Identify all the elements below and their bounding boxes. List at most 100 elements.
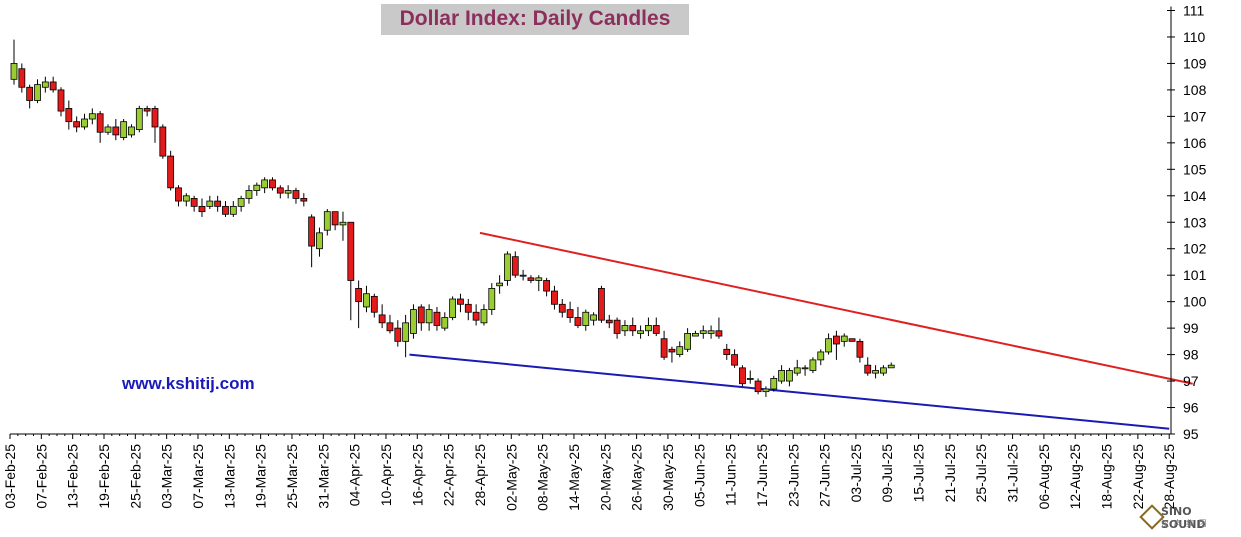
down-candle bbox=[715, 330, 723, 337]
down-candle bbox=[731, 354, 738, 366]
up-candle bbox=[10, 63, 18, 80]
y-tick-label: 111 bbox=[1183, 3, 1204, 19]
y-tick-label: 96 bbox=[1183, 400, 1199, 416]
down-candle bbox=[276, 187, 284, 194]
down-candle bbox=[73, 121, 81, 128]
down-candle bbox=[417, 306, 425, 324]
down-candle bbox=[331, 211, 339, 226]
up-candle bbox=[504, 253, 511, 281]
up-candle bbox=[637, 330, 644, 334]
chart-title: Dollar Index: Daily Candles bbox=[399, 7, 671, 30]
up-candle bbox=[206, 200, 214, 207]
y-tick-label: 104 bbox=[1183, 188, 1207, 204]
down-candle bbox=[159, 126, 167, 157]
x-tick-label: 28-Aug-25 bbox=[1161, 444, 1177, 510]
y-tick-label: 103 bbox=[1183, 214, 1207, 230]
down-candle bbox=[49, 81, 57, 91]
down-candle bbox=[723, 348, 731, 355]
down-candle bbox=[605, 319, 613, 324]
up-candle bbox=[480, 309, 488, 324]
y-tick-label: 105 bbox=[1183, 161, 1207, 177]
down-candle bbox=[739, 367, 746, 385]
down-candle bbox=[394, 327, 402, 342]
x-tick-label: 02-May-25 bbox=[503, 444, 519, 511]
up-candle bbox=[104, 126, 112, 133]
down-candle bbox=[269, 179, 276, 189]
down-candle bbox=[96, 113, 104, 133]
up-candle bbox=[519, 274, 527, 277]
x-tick-label: 23-Jun-25 bbox=[785, 444, 801, 507]
down-candle bbox=[292, 190, 300, 199]
y-tick-label: 109 bbox=[1183, 55, 1207, 71]
up-candle bbox=[817, 351, 825, 361]
up-candle bbox=[128, 126, 135, 136]
down-candle bbox=[629, 325, 637, 332]
x-tick-label: 19-Mar-25 bbox=[253, 444, 269, 509]
x-tick-label: 07-Mar-25 bbox=[190, 444, 206, 509]
up-candle bbox=[770, 378, 778, 390]
up-candle bbox=[182, 195, 190, 202]
down-candle bbox=[18, 68, 26, 88]
x-tick-label: 12-Aug-25 bbox=[1067, 444, 1083, 510]
down-candle bbox=[378, 314, 386, 324]
x-tick-label: 11-Jun-25 bbox=[723, 444, 739, 506]
down-candle bbox=[551, 290, 558, 305]
up-candle bbox=[684, 333, 691, 350]
up-candle bbox=[261, 179, 269, 189]
up-candle bbox=[692, 333, 699, 337]
x-tick-label: 20-May-25 bbox=[597, 444, 613, 511]
up-candle bbox=[840, 335, 848, 342]
x-tick-label: 26-May-25 bbox=[629, 444, 645, 511]
down-candle bbox=[308, 216, 316, 247]
up-candle bbox=[41, 81, 49, 88]
down-candle bbox=[598, 288, 605, 321]
up-candle bbox=[34, 84, 41, 101]
down-candle bbox=[143, 108, 151, 112]
up-candle bbox=[496, 282, 504, 287]
up-candle bbox=[363, 293, 370, 308]
x-tick-label: 27-Jun-25 bbox=[817, 444, 833, 507]
up-candle bbox=[786, 370, 793, 382]
x-tick-label: 03-Mar-25 bbox=[159, 444, 175, 509]
x-tick-label: 22-Aug-25 bbox=[1130, 444, 1146, 510]
down-candle bbox=[574, 317, 582, 326]
up-candle bbox=[284, 190, 292, 194]
y-tick-label: 97 bbox=[1183, 373, 1199, 389]
x-tick-label: 17-Jun-25 bbox=[754, 444, 770, 507]
x-tick-label: 19-Feb-25 bbox=[96, 444, 112, 509]
down-candle bbox=[198, 205, 206, 213]
x-tick-label: 13-Mar-25 bbox=[221, 444, 237, 509]
support-trendline bbox=[409, 353, 1170, 430]
x-tick-label: 03-Jul-25 bbox=[848, 444, 864, 503]
up-candle bbox=[135, 108, 143, 131]
sino-sound-logo: SINO SOUND 汉 声 集 团 bbox=[1139, 502, 1239, 532]
up-candle bbox=[88, 113, 96, 120]
down-candle bbox=[660, 338, 668, 358]
x-tick-label: 28-Apr-25 bbox=[472, 444, 488, 506]
down-candle bbox=[112, 126, 120, 136]
up-candle bbox=[120, 121, 128, 138]
up-candle bbox=[229, 205, 237, 215]
chart-title-box: Dollar Index: Daily Candles bbox=[381, 4, 689, 35]
down-candle bbox=[543, 280, 551, 292]
down-candle bbox=[864, 364, 872, 374]
trendline-layer bbox=[409, 231, 1193, 430]
y-tick-label: 108 bbox=[1183, 82, 1207, 98]
down-candle bbox=[464, 303, 472, 313]
down-candle bbox=[167, 155, 175, 189]
x-tick-label: 13-Feb-25 bbox=[65, 444, 81, 509]
x-tick-label: 09-Jul-25 bbox=[879, 444, 895, 503]
y-tick-label: 99 bbox=[1183, 320, 1199, 336]
x-tick-label: 16-Apr-25 bbox=[409, 444, 425, 506]
website-label: www.kshitij.com bbox=[122, 374, 255, 393]
x-tick-label: 31-Jul-25 bbox=[1005, 444, 1021, 503]
up-candle bbox=[316, 232, 323, 250]
y-tick-label: 100 bbox=[1183, 294, 1207, 310]
down-candle bbox=[558, 303, 566, 313]
x-tick-label: 22-Apr-25 bbox=[441, 444, 457, 506]
up-candle bbox=[339, 221, 347, 226]
y-tick-label: 95 bbox=[1183, 426, 1199, 442]
up-candle bbox=[825, 338, 832, 353]
x-tick-label: 21-Jul-25 bbox=[942, 444, 958, 503]
down-candle bbox=[433, 311, 441, 326]
